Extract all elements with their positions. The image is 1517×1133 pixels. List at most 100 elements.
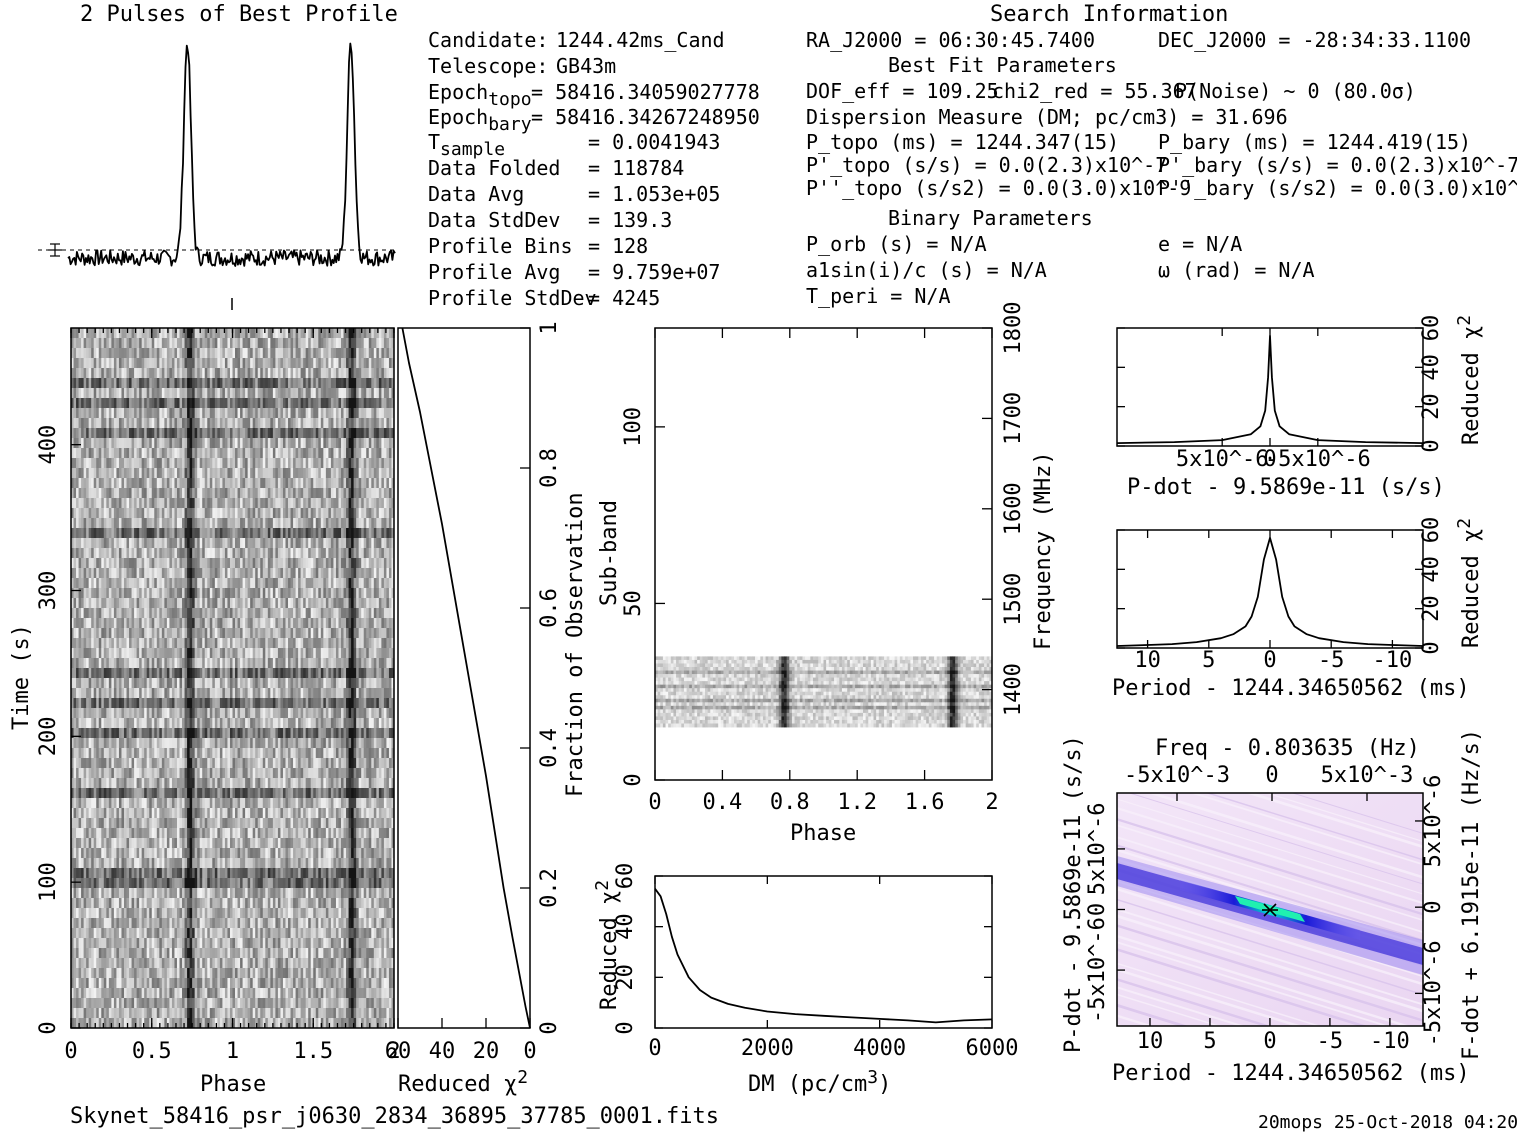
dm-xtick: 4000 bbox=[853, 1036, 906, 1061]
period-pdot-xtick: -10 bbox=[1370, 1029, 1410, 1054]
freq-xtick: 5x10^-3 bbox=[1321, 763, 1414, 788]
time-phase-xtick: 1.5 bbox=[293, 1039, 333, 1064]
period-xtick: 0 bbox=[1263, 648, 1276, 673]
period-ytick: 60 bbox=[1419, 517, 1444, 544]
subband-ytick: 50 bbox=[621, 590, 646, 617]
chi2-fraction-xtick: 20 bbox=[473, 1039, 500, 1064]
subband-xtick: 0 bbox=[648, 790, 661, 815]
tsample-label: Tsample bbox=[428, 130, 505, 160]
pdot-topo: P'_topo (s/s) = 0.0(2.3)x10^-7 bbox=[806, 153, 1167, 177]
subband-xtick: 1.2 bbox=[837, 790, 877, 815]
pdot-ytick: 0 bbox=[1419, 439, 1444, 452]
p-orb: P_orb (s) = N/A bbox=[806, 232, 987, 256]
time-phase-image bbox=[71, 328, 395, 1029]
candidate-value: 1244.42ms_Cand bbox=[556, 28, 725, 52]
subband-xtick: 0.8 bbox=[770, 790, 810, 815]
profile-avg-value: = 9.759e+07 bbox=[588, 260, 720, 284]
data-stddev-value: = 139.3 bbox=[588, 208, 672, 232]
pdot-ytick: 60 bbox=[1419, 315, 1444, 342]
dm-ytick: 60 bbox=[613, 863, 638, 890]
chi2-fraction-line bbox=[401, 327, 531, 1029]
time-phase-xtick: 2 bbox=[387, 1039, 400, 1064]
chi2-fraction-xtick: 40 bbox=[429, 1039, 456, 1064]
time-phase-ytick: 300 bbox=[36, 571, 61, 611]
data-avg-value: = 1.053e+05 bbox=[588, 182, 720, 206]
frequency-ytick: 1600 bbox=[1001, 482, 1026, 535]
profile-bins-value: = 128 bbox=[588, 234, 648, 258]
chi2-fraction-xtick: 60 bbox=[385, 1039, 412, 1064]
pdot-ytick: 40 bbox=[1419, 354, 1444, 381]
frequency-ytick: 1400 bbox=[1001, 663, 1026, 716]
dm-ytick: 0 bbox=[613, 1021, 638, 1034]
fdot-ytick: 5x10^-6 bbox=[1421, 775, 1446, 868]
data-folded-value: = 118784 bbox=[588, 156, 684, 180]
search-info-title: Search Information bbox=[990, 2, 1228, 27]
epoch-bary-value: = 58416.34267248950 bbox=[531, 105, 760, 129]
time-phase-ylabel: Time (s) bbox=[9, 624, 34, 730]
a1sini: a1sin(i)/c (s) = N/A bbox=[806, 258, 1047, 282]
time-phase-ytick: 0 bbox=[36, 1021, 61, 1034]
frequency-ytick: 1500 bbox=[1001, 573, 1026, 626]
omega: ω (rad) = N/A bbox=[1158, 258, 1315, 282]
period-curve-line bbox=[1116, 537, 1424, 647]
profile-avg-label: Profile Avg bbox=[428, 260, 560, 284]
data-folded-label: Data Folded bbox=[428, 156, 560, 180]
profile-panel bbox=[38, 42, 396, 310]
chi2-fraction-ytick: 0.4 bbox=[537, 728, 562, 768]
freq-xtick: 0 bbox=[1265, 763, 1278, 788]
profile-stddev-value: = 4245 bbox=[588, 286, 660, 310]
subband-image bbox=[655, 656, 993, 728]
best-fit-title: Best Fit Parameters bbox=[888, 53, 1117, 77]
frequency-ytick: 1800 bbox=[1001, 302, 1026, 355]
profile-line bbox=[67, 42, 396, 267]
profile-bins-label: Profile Bins bbox=[428, 234, 573, 258]
period-pdot-xtick: 0 bbox=[1263, 1029, 1276, 1054]
pdot-xtick: -5x10^-6 bbox=[1265, 447, 1371, 472]
eccentricity: e = N/A bbox=[1158, 232, 1242, 256]
period-xtick: -10 bbox=[1373, 648, 1413, 673]
time-phase-ytick: 100 bbox=[36, 862, 61, 902]
error-bar-icon bbox=[48, 243, 62, 257]
pdot-ytick: 20 bbox=[1419, 393, 1444, 420]
period-pdot-xlabel: Period - 1244.34650562 (ms) bbox=[1112, 1061, 1470, 1086]
dm-panel: 0 2000 4000 6000 0 20 40 60 DM (pc/cm3) Reduced… bbox=[592, 863, 1018, 1097]
time-phase-ytick: 200 bbox=[36, 716, 61, 756]
chi2-fraction-ytick: 0.8 bbox=[537, 448, 562, 488]
footer-stamp: 20mops 25-Oct-2018 04:20 bbox=[1258, 1112, 1517, 1133]
pdot-ylabel: Reduced χ2 bbox=[1454, 315, 1484, 445]
period-ylabel: Reduced χ2 bbox=[1454, 518, 1484, 648]
time-phase-xtick: 1 bbox=[226, 1039, 239, 1064]
period-xtick: 10 bbox=[1134, 648, 1161, 673]
period-ytick: 20 bbox=[1419, 595, 1444, 622]
chi2-red: chi2_red = 55.367 bbox=[992, 79, 1197, 103]
candidate-info: Candidate: 1244.42ms_Cand Telescope: GB4… bbox=[428, 28, 760, 310]
period-pdot-ylabel: P-dot - 9.5869e-11 (s/s) bbox=[1061, 735, 1086, 1053]
pdot-bary: P'_bary (s/s) = 0.0(2.3)x10^-7 bbox=[1158, 153, 1517, 177]
p-topo: P_topo (ms) = 1244.347(15) bbox=[806, 130, 1119, 154]
subband-ytick: 0 bbox=[621, 773, 646, 786]
period-pdot-ytick: 5x10^-6 bbox=[1085, 803, 1110, 896]
period-xtick: 5 bbox=[1202, 648, 1215, 673]
ra-j2000: RA_J2000 = 06:30:45.7400 bbox=[806, 28, 1095, 52]
pdot-curve-line bbox=[1116, 334, 1424, 444]
best-fit-marker-icon bbox=[1262, 903, 1278, 917]
subband-ytick: 100 bbox=[621, 407, 646, 447]
period-pdot-ytick: 0 bbox=[1085, 903, 1110, 916]
fdot-ytick: -5x10^-6 bbox=[1421, 940, 1446, 1046]
period-pdot-image bbox=[1117, 793, 1423, 1026]
telescope-value: GB43m bbox=[556, 54, 616, 78]
search-info: RA_J2000 = 06:30:45.7400 DEC_J2000 = -28… bbox=[806, 28, 1517, 308]
footer-filename: Skynet_58416_psr_j0630_2834_36895_37785_… bbox=[70, 1104, 719, 1129]
period-ytick: 40 bbox=[1419, 556, 1444, 583]
pdot-xlabel: P-dot - 9.5869e-11 (s/s) bbox=[1127, 475, 1445, 500]
fdot-ytick: 0 bbox=[1421, 901, 1446, 914]
dm-xtick: 6000 bbox=[966, 1036, 1019, 1061]
time-phase-ytick: 400 bbox=[36, 425, 61, 465]
binary-params-title: Binary Parameters bbox=[888, 206, 1093, 230]
chi2-fraction-xlabel: Reduced χ2 bbox=[398, 1067, 528, 1097]
period-xlabel: Period - 1244.34650562 (ms) bbox=[1112, 676, 1470, 701]
time-phase-xtick: 0.5 bbox=[132, 1039, 172, 1064]
subband-xtick: 2 bbox=[985, 790, 998, 815]
